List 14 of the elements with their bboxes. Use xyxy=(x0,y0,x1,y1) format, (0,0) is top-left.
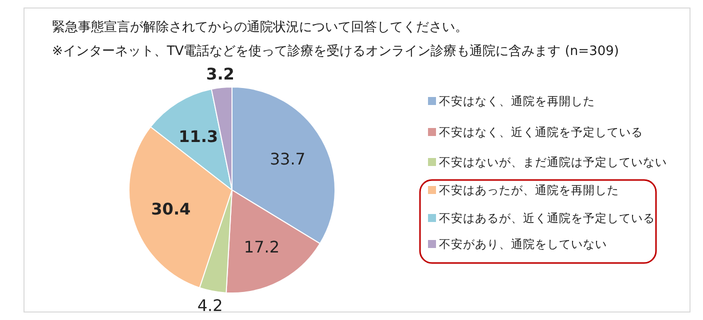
data-label: 3.2 xyxy=(206,64,234,84)
data-label: 33.7 xyxy=(270,150,306,169)
data-label: 11.3 xyxy=(178,126,218,146)
chart-title: 緊急事態宣言が解除されてからの通院状況について回答してください。 xyxy=(52,19,468,35)
legend-label: 不安はあるが、近く通院を予定している xyxy=(439,211,655,225)
legend-label: 不安はなく、通院を再開した xyxy=(439,94,595,108)
data-label: 4.2 xyxy=(197,296,223,315)
data-label: 30.4 xyxy=(151,200,191,219)
chart-subtitle: ※インターネット、TV電話などを使って診療を受けるオンライン診療も通院に含みます (n=309) xyxy=(52,44,619,59)
legend-label: 不安はあったが、通院を再開した xyxy=(439,183,619,197)
legend-label: 不安はなく、近く通院を予定している xyxy=(439,125,643,139)
legend-label: 不安があり、通院をしていない xyxy=(439,237,607,251)
legend-label: 不安はないが、まだ通院は予定していない xyxy=(439,155,667,169)
data-label: 17.2 xyxy=(244,238,280,257)
